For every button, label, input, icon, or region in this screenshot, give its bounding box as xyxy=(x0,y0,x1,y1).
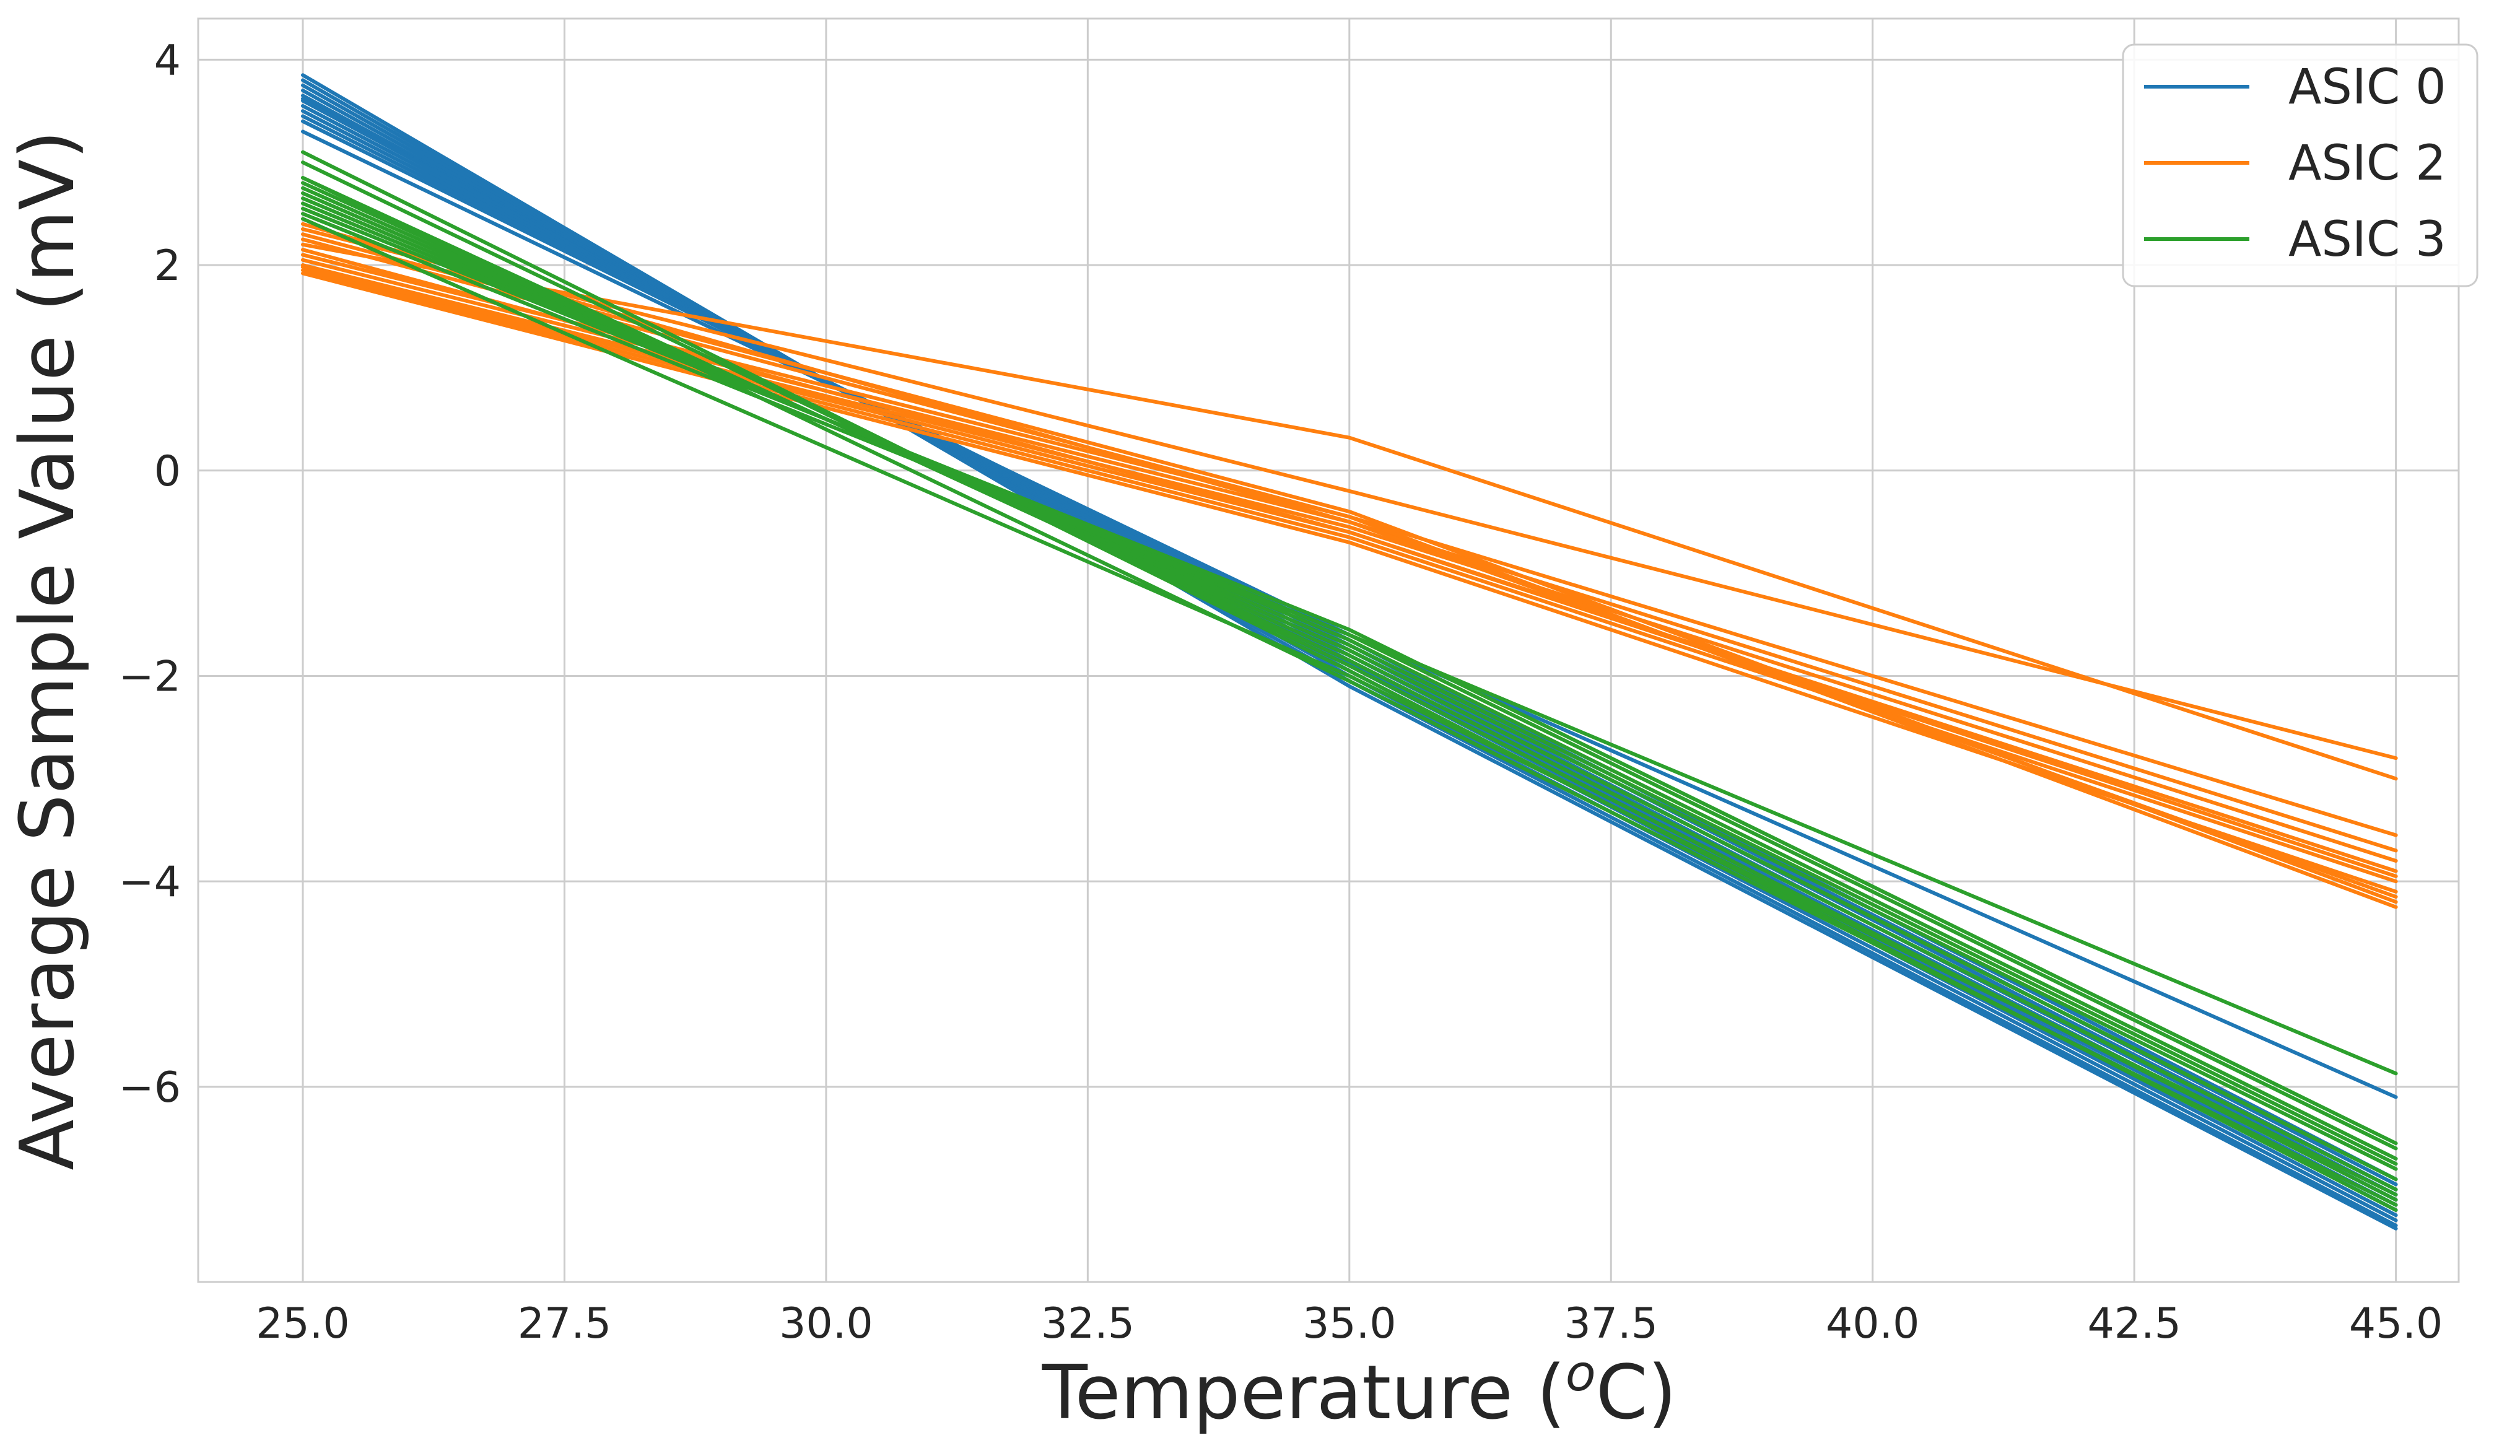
x-tick-labels: 25.0 27.5 30.0 32.5 35.0 37.5 40.0 42.5 45.0 xyxy=(256,1299,2443,1348)
x-tick-label: 35.0 xyxy=(1302,1299,1396,1348)
x-tick-label: 27.5 xyxy=(518,1299,611,1348)
y-tick-label: −2 xyxy=(119,652,181,701)
legend-label-asic-2: ASIC 2 xyxy=(2288,136,2446,191)
series-line-asic-3 xyxy=(300,217,2398,1197)
x-tick-label: 37.5 xyxy=(1564,1299,1658,1348)
series-line-asic-2 xyxy=(300,227,2398,761)
x-tick-label: 25.0 xyxy=(256,1299,349,1348)
series-line-asic-3 xyxy=(300,212,2398,1076)
plot-frame xyxy=(197,17,2460,1283)
y-tick-label: 0 xyxy=(154,447,181,496)
series-line-asic-2 xyxy=(300,268,2398,884)
x-tick-label: 45.0 xyxy=(2349,1299,2443,1348)
series-line-asic-3 xyxy=(300,206,2398,1146)
series-lines xyxy=(300,73,2398,1231)
series-line-asic-2 xyxy=(300,242,2398,781)
legend-box xyxy=(2122,43,2479,287)
y-tick-label: 4 xyxy=(154,36,181,85)
legend-label-asic-0: ASIC 0 xyxy=(2288,59,2446,115)
x-axis-title: Temperature (oC) xyxy=(1042,1345,1677,1436)
x-tick-label: 42.5 xyxy=(2087,1299,2181,1348)
y-tick-labels: 4 2 0 −2 −4 −6 xyxy=(119,36,181,1112)
x-axis-title-end: C) xyxy=(1596,1350,1677,1436)
x-axis-title-superscript: o xyxy=(1566,1345,1596,1402)
x-tick-label: 32.5 xyxy=(1041,1299,1135,1348)
x-tick-label: 30.0 xyxy=(779,1299,873,1348)
x-axis-title-main: Temperature ( xyxy=(1042,1350,1566,1436)
y-tick-label: 2 xyxy=(154,242,181,290)
legend: ASIC 0 ASIC 2 ASIC 3 xyxy=(2122,43,2479,287)
x-tick-label: 40.0 xyxy=(1826,1299,1919,1348)
y-tick-label: −6 xyxy=(119,1063,181,1112)
legend-label-asic-3: ASIC 3 xyxy=(2288,212,2446,268)
y-tick-label: −4 xyxy=(119,858,181,907)
series-line-asic-3 xyxy=(300,176,2398,1207)
y-axis-title: Average Sample Value (mV) xyxy=(5,130,91,1170)
